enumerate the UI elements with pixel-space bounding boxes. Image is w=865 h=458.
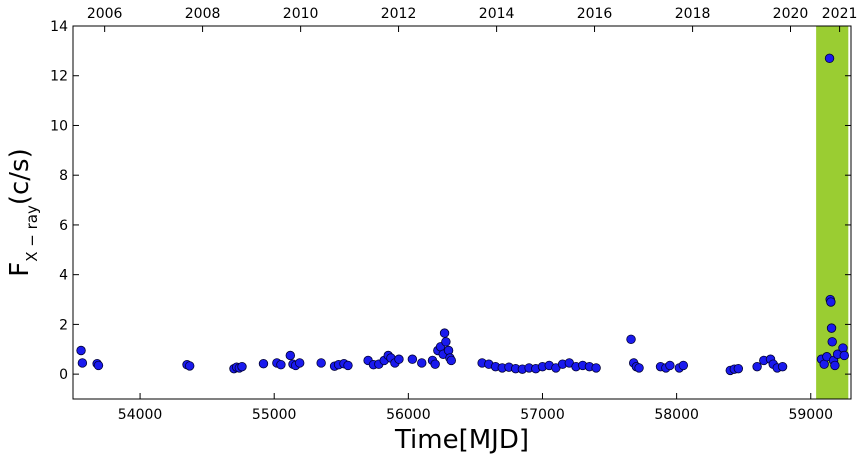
y-axis-label-sub: X − ray xyxy=(23,205,41,262)
x-axis-label: Time[MJD] xyxy=(394,425,529,455)
y-tick-label: 4 xyxy=(59,268,68,284)
data-point xyxy=(830,360,840,371)
data-point xyxy=(441,337,451,347)
top-tick-label: 2016 xyxy=(577,6,613,22)
highlight-band xyxy=(816,26,849,399)
data-point xyxy=(824,53,835,64)
data-point xyxy=(430,359,440,369)
x-tick-label: 56000 xyxy=(386,407,431,423)
data-point xyxy=(276,359,286,370)
data-point xyxy=(285,350,296,361)
y-axis-label-suffix: (c/s) xyxy=(5,148,35,205)
data-point xyxy=(417,358,427,368)
data-point xyxy=(634,363,644,373)
data-point xyxy=(827,337,837,347)
highlight-band-layer xyxy=(816,26,849,399)
x-tick-label: 59000 xyxy=(788,407,833,423)
data-point xyxy=(665,360,675,371)
data-point xyxy=(93,360,104,371)
top-tick-label: 2021 xyxy=(822,6,858,22)
axes: 54000 55000 56000 57000 58000 59000 0 2 4 6 8 10 12 1… xyxy=(50,6,857,423)
y-tick-label: 2 xyxy=(59,317,68,333)
top-tick-label: 2008 xyxy=(185,6,221,22)
plot-frame xyxy=(72,25,852,400)
top-tick-label: 2012 xyxy=(381,6,417,22)
top-tick-label: 2018 xyxy=(675,6,711,22)
data-point xyxy=(316,358,326,368)
data-point xyxy=(752,361,762,372)
data-point xyxy=(678,360,689,371)
y-tick-label: 10 xyxy=(50,118,68,134)
top-tick-label: 2020 xyxy=(773,6,809,22)
data-point xyxy=(839,350,849,361)
data-point xyxy=(77,358,88,368)
data-point xyxy=(826,323,837,333)
x-tick-label: 58000 xyxy=(654,407,699,423)
top-tick-label: 2006 xyxy=(87,6,123,22)
top-tick-label: 2014 xyxy=(479,6,515,22)
y-axis-label-main: F xyxy=(5,262,35,277)
data-point xyxy=(407,354,418,364)
data-point xyxy=(826,297,836,307)
data-point xyxy=(184,361,195,371)
data-point xyxy=(439,328,450,338)
data-points xyxy=(76,53,849,376)
data-point xyxy=(343,360,353,371)
y-tick-label: 8 xyxy=(59,168,68,184)
data-point xyxy=(76,345,86,356)
x-tick-label: 57000 xyxy=(520,407,565,423)
data-point xyxy=(237,361,247,372)
data-point xyxy=(626,334,636,345)
data-point xyxy=(733,363,744,374)
y-tick-label: 0 xyxy=(59,367,68,383)
y-tick-label: 12 xyxy=(50,69,68,85)
x-tick-label: 55000 xyxy=(252,407,297,423)
y-tick-label: 6 xyxy=(59,218,68,234)
data-point xyxy=(394,354,404,364)
data-point xyxy=(591,363,601,373)
data-point xyxy=(777,361,788,372)
y-axis-label: FX − ray(c/s) xyxy=(5,148,41,276)
data-point xyxy=(294,358,305,368)
x-tick-label: 54000 xyxy=(118,407,163,423)
data-point xyxy=(258,358,269,369)
y-tick-label: 14 xyxy=(50,19,68,35)
top-tick-label: 2010 xyxy=(283,6,319,22)
data-point xyxy=(446,355,456,366)
